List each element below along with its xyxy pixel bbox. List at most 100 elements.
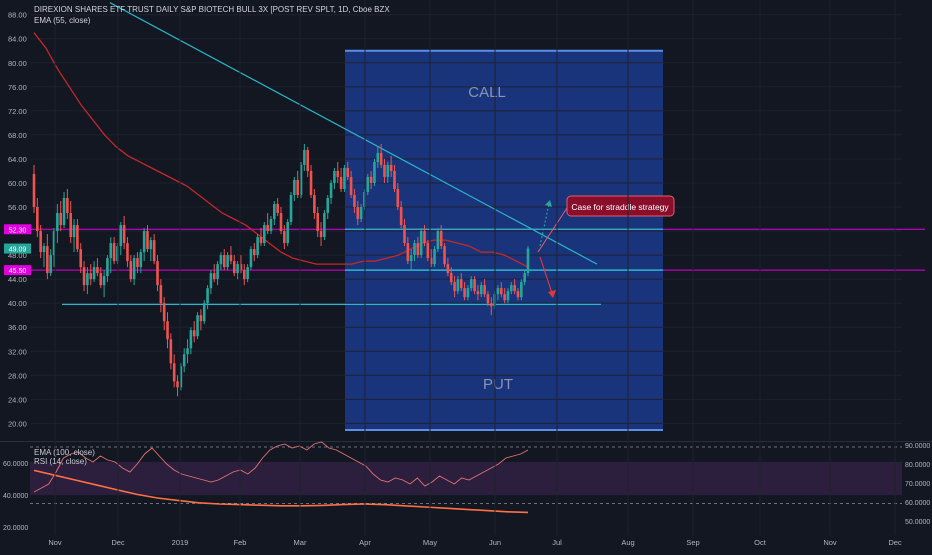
rsi-pane: 60.0000 40.0000 20.0000 90.0000 80.0000 70.00… bbox=[3, 441, 930, 532]
rsi-right-tick: 70.0000 bbox=[905, 481, 930, 488]
candle-body bbox=[349, 176, 353, 195]
y-tick-label: 68.00 bbox=[8, 131, 27, 140]
x-tick-label: Sep bbox=[686, 538, 699, 547]
rsi-left-tick: 40.0000 bbox=[3, 493, 28, 500]
candle-body bbox=[122, 225, 126, 244]
candle-body bbox=[396, 188, 400, 208]
y-tick-label: 40.00 bbox=[8, 299, 27, 308]
ema-55-line bbox=[33, 32, 529, 268]
y-tick-label: 76.00 bbox=[8, 83, 27, 92]
y-tick-label: 80.00 bbox=[8, 59, 27, 68]
candle-body bbox=[176, 381, 179, 388]
candle-body bbox=[112, 243, 116, 262]
candle-body bbox=[486, 294, 490, 304]
call-label: CALL bbox=[468, 84, 506, 101]
candle-body bbox=[62, 198, 66, 226]
candle-body bbox=[419, 231, 423, 256]
candle-body bbox=[256, 237, 259, 256]
x-tick-label: Jul bbox=[552, 538, 562, 547]
candle-body bbox=[359, 207, 363, 220]
candle-body bbox=[426, 243, 430, 259]
x-tick-label: Apr bbox=[359, 538, 371, 547]
price-label-box bbox=[4, 265, 31, 276]
candle-body bbox=[346, 167, 350, 177]
candle-body bbox=[423, 231, 426, 244]
candle-body bbox=[86, 273, 89, 286]
y-tick-label: 28.00 bbox=[8, 371, 27, 380]
candle-body bbox=[76, 225, 79, 250]
candle-body bbox=[222, 255, 226, 268]
candle-body bbox=[353, 194, 356, 208]
up-arrow-line bbox=[539, 203, 550, 247]
candle-body bbox=[199, 315, 203, 322]
candle-body bbox=[59, 213, 63, 226]
price-label-box bbox=[4, 224, 31, 235]
candle-body bbox=[239, 264, 243, 271]
candle-body bbox=[186, 348, 189, 355]
candle-body bbox=[263, 225, 266, 244]
rsi-pane-title-ema: EMA (100, close) bbox=[34, 448, 95, 457]
y-tick-label: 36.00 bbox=[8, 323, 27, 332]
candle-body bbox=[409, 255, 413, 262]
rsi-right-tick: 50.0000 bbox=[905, 519, 930, 526]
candle-body bbox=[242, 270, 246, 280]
candle-body bbox=[229, 255, 233, 262]
descending-trendline bbox=[109, 2, 598, 265]
y-tick-label: 48.00 bbox=[8, 251, 27, 260]
candle-body bbox=[39, 231, 42, 253]
rsi-path bbox=[33, 441, 529, 493]
candle-body bbox=[259, 237, 263, 244]
candle-body bbox=[329, 182, 333, 199]
candle-body bbox=[283, 231, 286, 244]
candle-body bbox=[252, 249, 256, 256]
candle-body bbox=[136, 258, 139, 268]
rsi-left-tick: 20.0000 bbox=[3, 525, 28, 532]
candle-body bbox=[152, 240, 156, 262]
y-tick-label: 32.00 bbox=[8, 347, 27, 356]
chart-title: DIREXION SHARES ETF TRUST DAILY S&P BIOT… bbox=[34, 5, 390, 14]
candle-body bbox=[333, 170, 336, 183]
candle-body bbox=[293, 179, 296, 195]
candle-body bbox=[343, 167, 346, 189]
x-tick-label: May bbox=[423, 538, 437, 547]
candle-body bbox=[92, 267, 96, 280]
candle-body bbox=[316, 213, 320, 232]
candle-body bbox=[306, 149, 310, 171]
candle-body bbox=[406, 243, 410, 262]
candle-body bbox=[46, 246, 49, 274]
candle-body bbox=[510, 285, 513, 292]
candle-body bbox=[109, 243, 113, 259]
up-arrow-head bbox=[545, 200, 552, 207]
candle-body bbox=[363, 191, 366, 208]
x-tick-label: Dec bbox=[888, 538, 902, 547]
candle-body bbox=[513, 285, 516, 292]
candle-body bbox=[506, 291, 510, 301]
x-tick-label: Aug bbox=[621, 538, 634, 547]
candle-body bbox=[309, 170, 313, 195]
candle-body bbox=[366, 176, 370, 192]
x-tick-label: Nov bbox=[823, 538, 837, 547]
candle-body bbox=[323, 213, 326, 238]
candle-body bbox=[453, 282, 456, 292]
price-label-text: 52.30 bbox=[9, 227, 27, 234]
candle-body bbox=[393, 170, 396, 189]
candle-body bbox=[249, 249, 253, 268]
candle-body bbox=[473, 279, 476, 292]
candle-body bbox=[489, 303, 493, 307]
candle-body bbox=[269, 219, 273, 232]
candle-body bbox=[156, 261, 159, 286]
candle-body bbox=[459, 279, 463, 289]
candle-body bbox=[276, 204, 279, 214]
rsi-pane-title-rsi: RSI (14, close) bbox=[34, 457, 87, 466]
candle-body bbox=[446, 264, 450, 274]
candle-body bbox=[449, 273, 453, 283]
y-tick-label: 24.00 bbox=[8, 395, 27, 404]
candle-body bbox=[439, 231, 443, 247]
candle-body bbox=[429, 258, 433, 265]
candle-body bbox=[526, 248, 530, 274]
callout-pointer bbox=[537, 207, 568, 253]
x-tick-label: Oct bbox=[754, 538, 767, 547]
candle-body bbox=[166, 321, 169, 340]
y-tick-label: 60.00 bbox=[8, 179, 27, 188]
